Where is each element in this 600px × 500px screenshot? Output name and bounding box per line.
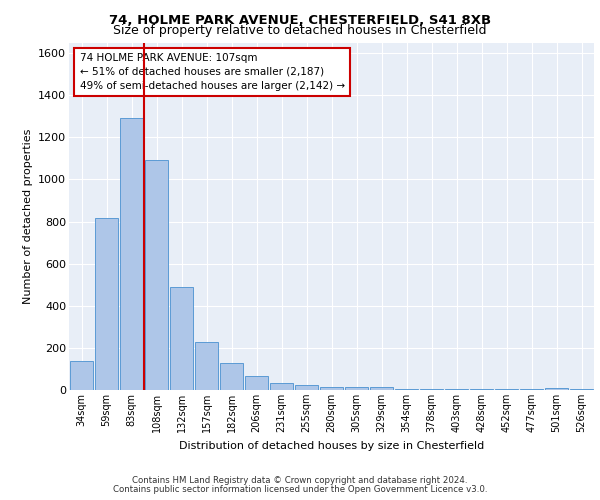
Bar [370, 387, 394, 390]
Bar [344, 388, 368, 390]
Bar [445, 389, 469, 390]
Text: Size of property relative to detached houses in Chesterfield: Size of property relative to detached ho… [113, 24, 487, 37]
Bar [470, 389, 493, 390]
Bar [269, 382, 293, 390]
Bar [245, 376, 268, 390]
Bar [194, 342, 218, 390]
Bar [395, 389, 418, 390]
Bar [145, 160, 169, 390]
Text: 74, HOLME PARK AVENUE, CHESTERFIELD, S41 8XB: 74, HOLME PARK AVENUE, CHESTERFIELD, S41… [109, 14, 491, 27]
Text: 74 HOLME PARK AVENUE: 107sqm
← 51% of detached houses are smaller (2,187)
49% of: 74 HOLME PARK AVENUE: 107sqm ← 51% of de… [79, 53, 344, 91]
Y-axis label: Number of detached properties: Number of detached properties [23, 128, 32, 304]
Bar [95, 218, 118, 390]
Bar [320, 387, 343, 390]
Bar [419, 389, 443, 390]
Bar [70, 360, 94, 390]
Bar [119, 118, 143, 390]
Bar [545, 388, 568, 390]
Text: Contains HM Land Registry data © Crown copyright and database right 2024.: Contains HM Land Registry data © Crown c… [132, 476, 468, 485]
Bar [170, 287, 193, 390]
Text: Contains public sector information licensed under the Open Government Licence v3: Contains public sector information licen… [113, 485, 487, 494]
X-axis label: Distribution of detached houses by size in Chesterfield: Distribution of detached houses by size … [179, 440, 484, 450]
Bar [220, 362, 244, 390]
Bar [295, 384, 319, 390]
